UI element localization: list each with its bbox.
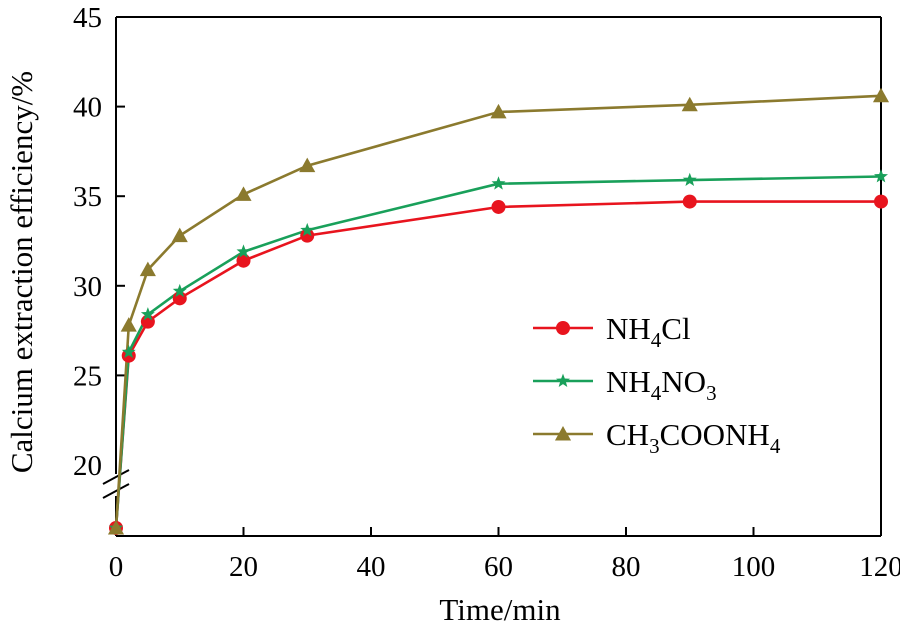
legend-label: CH3COONH4 [606, 417, 781, 458]
data-point-triangle [681, 96, 698, 112]
x-tick-label: 80 [612, 551, 641, 583]
y-tick-label: 20 [73, 450, 102, 482]
x-tick-label: 40 [357, 551, 386, 583]
axis-break-mark-lower [102, 483, 130, 499]
x-tick-label: 60 [484, 551, 513, 583]
data-point-triangle [120, 317, 137, 332]
legend: NH4Cl NH4NO3 CH3COONH4 [533, 311, 781, 458]
legend-label: NH4Cl [606, 311, 691, 352]
y-tick-label: 30 [73, 271, 102, 303]
axis-ticks: 0 20 40 60 80 100 120 20 25 30 35 40 45 [73, 2, 900, 583]
data-point-circle [556, 321, 570, 335]
data-point-star [491, 176, 506, 190]
data-point-triangle [139, 261, 156, 277]
data-point-triangle [171, 227, 188, 243]
y-axis-title: Calcium extraction efficiency/% [4, 71, 39, 473]
x-tick-label: 0 [109, 551, 124, 583]
series-layer [107, 87, 890, 535]
data-point-star [140, 307, 155, 321]
data-point-star [172, 283, 187, 298]
data-point-triangle [235, 186, 252, 201]
data-point-triangle [490, 103, 507, 119]
data-point-circle [491, 199, 506, 214]
series-line [114, 200, 881, 529]
plot-frame [102, 16, 882, 537]
y-tick-label: 40 [73, 92, 102, 124]
data-point-star [236, 244, 251, 258]
data-point-circle [874, 194, 888, 209]
data-point-triangle [554, 425, 572, 441]
x-tick-label: 120 [859, 551, 900, 583]
y-tick-label: 25 [73, 360, 102, 392]
data-point-star [121, 344, 136, 359]
series-line [114, 175, 882, 529]
data-point-triangle [107, 519, 125, 535]
data-point-star [300, 222, 315, 237]
data-point-circle [236, 253, 251, 268]
data-point-circle [682, 194, 697, 209]
series-line [114, 94, 882, 529]
data-point-star [682, 172, 697, 187]
x-axis-title: Time/min [439, 592, 561, 627]
legend-label: NH4NO3 [606, 364, 717, 405]
x-tick-label: 100 [732, 551, 776, 583]
data-point-triangle [872, 87, 890, 103]
x-tick-label: 20 [229, 551, 258, 583]
y-tick-label: 35 [73, 181, 102, 213]
data-point-triangle [299, 157, 316, 173]
data-point-circle [300, 228, 315, 243]
axis-break-mark-upper [102, 469, 130, 485]
y-tick-label: 45 [73, 2, 102, 34]
data-point-star [874, 169, 888, 183]
data-point-star [556, 373, 570, 387]
